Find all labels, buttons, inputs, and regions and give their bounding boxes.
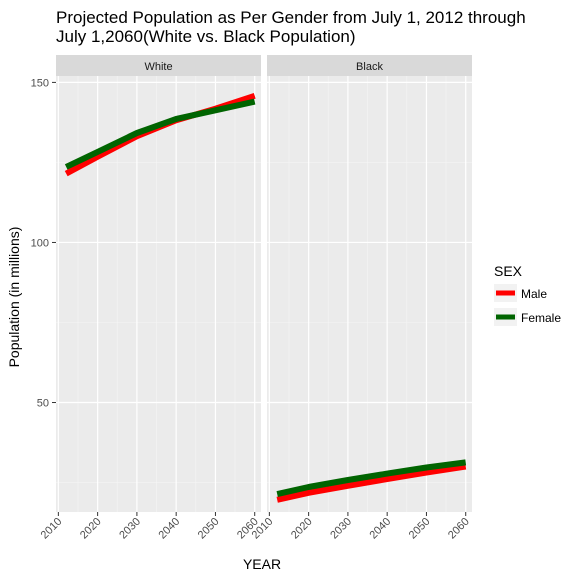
series-line-female — [276, 459, 467, 498]
panel-background — [56, 76, 261, 512]
y-tick-label: 100 — [31, 237, 49, 249]
x-tick-label: 2040 — [367, 516, 393, 542]
legend-title: SEX — [494, 263, 523, 279]
x-tick-label: 2040 — [156, 516, 182, 542]
x-tick-label: 2010 — [39, 516, 65, 542]
legend-label-female: Female — [521, 311, 561, 325]
panel-white: White — [56, 55, 261, 512]
panel-black: Black — [267, 55, 472, 512]
x-tick-label: 2030 — [117, 516, 143, 542]
legend-label-male: Male — [521, 287, 547, 301]
facet-strip — [267, 55, 472, 76]
chart-title: Projected Population as Per Gender from … — [56, 8, 526, 46]
facet-strip-label: Black — [356, 61, 383, 73]
chart-title-line-1: Projected Population as Per Gender from … — [56, 8, 526, 27]
y-axis: 50 100 150 — [31, 77, 56, 410]
y-axis-title: Population (in millions) — [6, 227, 22, 368]
x-tick-label: 2030 — [328, 516, 354, 542]
chart-title-line-2: July 1,2060(White vs. Black Population) — [56, 27, 356, 46]
x-tick-label: 2050 — [196, 516, 222, 542]
facet-strip-label: White — [144, 61, 172, 73]
x-tick-label: 2020 — [289, 516, 315, 542]
panel-background — [267, 76, 472, 512]
x-tick-label: 2060 — [446, 516, 472, 542]
x-tick-label: 2020 — [78, 516, 104, 542]
legend: SEX Male Female — [494, 263, 561, 326]
x-axis-title: YEAR — [243, 556, 281, 572]
facet-panels: White Black — [56, 55, 472, 512]
y-tick-label: 150 — [31, 77, 49, 89]
series-line-male — [276, 463, 467, 503]
x-tick-label: 2050 — [407, 516, 433, 542]
series-line-female — [64, 98, 256, 170]
y-tick-label: 50 — [37, 398, 49, 410]
facet-strip — [56, 55, 261, 76]
